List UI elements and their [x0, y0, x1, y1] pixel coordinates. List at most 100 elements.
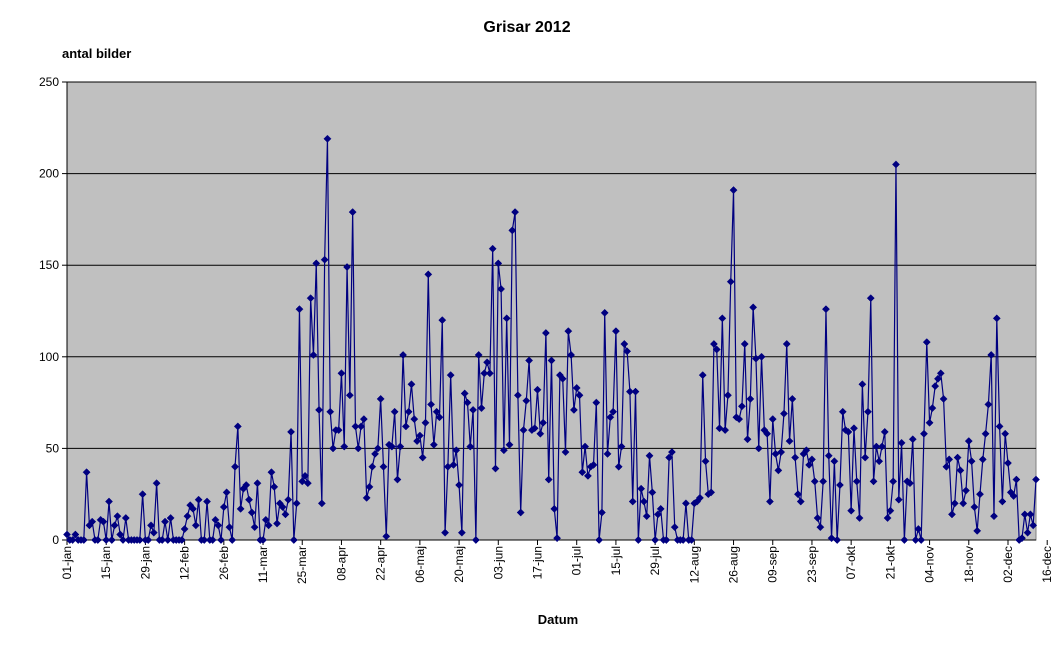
data-point [603, 449, 612, 458]
data-point [401, 422, 410, 431]
data-point [295, 305, 304, 314]
data-point [1032, 475, 1040, 484]
data-point [373, 444, 382, 453]
data-point [861, 453, 870, 462]
x-tick-label: 20-maj [452, 546, 466, 583]
x-tick-label: 22-apr [374, 546, 388, 581]
data-point [281, 510, 290, 519]
data-point [457, 528, 466, 537]
data-point [976, 490, 984, 499]
data-point [864, 407, 872, 416]
x-axis-label: Datum [538, 612, 578, 627]
data-point [1018, 534, 1026, 543]
data-point [362, 493, 371, 502]
data-point [1009, 492, 1018, 500]
y-tick-label: 100 [39, 350, 59, 364]
data-point [581, 442, 590, 451]
data-point [936, 369, 945, 378]
data-point [211, 515, 220, 524]
data-point [536, 429, 545, 438]
data-point [894, 495, 903, 504]
data-point [779, 409, 788, 418]
data-point [544, 475, 553, 484]
data-point [763, 429, 772, 438]
data-point [163, 536, 172, 544]
data-point [82, 468, 91, 477]
data-point [455, 481, 464, 489]
data-point [802, 446, 811, 455]
data-point [222, 488, 231, 497]
data-point [429, 440, 438, 449]
data-point [284, 495, 293, 504]
data-point [480, 369, 489, 378]
data-point [135, 536, 144, 544]
data-point [833, 536, 842, 544]
data-point [808, 455, 816, 464]
data-point [796, 497, 805, 506]
data-point [852, 477, 861, 486]
data-point [203, 497, 211, 506]
data-point [421, 418, 430, 427]
data-point [768, 415, 777, 424]
data-point [259, 536, 267, 544]
data-point [99, 517, 108, 526]
data-point [399, 351, 408, 359]
data-point [981, 429, 990, 438]
data-point [147, 521, 155, 530]
data-point [396, 442, 405, 451]
data-point [306, 294, 315, 303]
data-point [329, 444, 338, 453]
data-point [914, 525, 923, 533]
data-point [214, 521, 223, 530]
y-tick-label: 200 [39, 167, 59, 181]
data-point [597, 508, 606, 517]
data-point [287, 427, 295, 436]
data-point [637, 484, 646, 493]
data-point [589, 460, 598, 469]
data-point [466, 442, 475, 451]
data-point [967, 457, 976, 466]
data-point [71, 530, 80, 539]
data-point [116, 530, 125, 539]
data-point [942, 462, 951, 471]
data-point [525, 356, 534, 365]
data-point [869, 477, 878, 486]
data-point [231, 462, 239, 471]
data-point [735, 415, 744, 424]
x-tick-label: 26-aug [727, 546, 741, 583]
data-point [687, 536, 696, 544]
data-point [653, 510, 662, 519]
data-point [984, 400, 993, 409]
data-point [474, 351, 483, 359]
data-point [320, 255, 329, 264]
data-point [897, 438, 906, 447]
plot-area [66, 81, 1037, 541]
data-point [723, 391, 732, 400]
data-point [242, 481, 251, 489]
y-tick-label: 150 [39, 258, 59, 272]
data-point [872, 442, 881, 451]
data-point [499, 446, 508, 455]
data-point [844, 427, 853, 436]
data-point [354, 444, 363, 453]
data-point [956, 466, 965, 475]
data-point [298, 477, 307, 486]
data-point [334, 426, 343, 435]
y-tick-label: 250 [39, 75, 59, 89]
data-point [715, 424, 724, 433]
data-point [855, 514, 864, 522]
data-point [312, 259, 321, 268]
data-point [934, 374, 942, 383]
y-axis-label: antal bilder [62, 46, 131, 61]
data-point [805, 460, 814, 469]
data-point [138, 490, 147, 499]
data-point [301, 471, 310, 480]
data-point [737, 402, 746, 411]
data-point [701, 457, 710, 466]
x-tick-label: 29-jan [138, 546, 152, 579]
data-point [782, 340, 791, 348]
data-point [119, 536, 127, 544]
data-point [107, 536, 116, 544]
data-point [662, 536, 671, 544]
data-point [838, 407, 847, 416]
